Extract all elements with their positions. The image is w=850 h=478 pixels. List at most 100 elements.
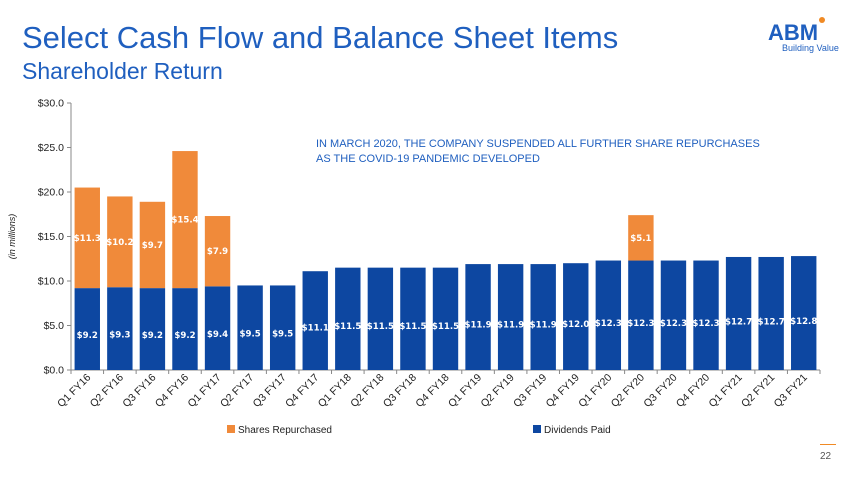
dividends-data-label: $12.7 (758, 317, 785, 327)
dividends-data-label: $12.3 (627, 319, 654, 329)
x-tick-label: Q4 FY17 (283, 372, 321, 410)
repurchase-note: IN MARCH 2020, THE COMPANY SUSPENDED ALL… (316, 137, 760, 167)
dividends-bar (367, 267, 394, 370)
x-tick-label: Q3 FY19 (511, 372, 549, 410)
y-tick-label: $25.0 (38, 142, 64, 154)
repurchases-data-label: $9.7 (142, 241, 163, 251)
repurchase-note-line-2: AS THE COVID-19 PANDEMIC DEVELOPED (316, 153, 540, 165)
dividends-bar (530, 264, 556, 370)
repurchases-bar (204, 216, 231, 287)
x-tick-label: Q2 FY18 (348, 372, 386, 410)
legend-label-dividends: Dividends Paid (544, 425, 611, 436)
dividends-bar (204, 286, 231, 370)
dividends-bar (139, 288, 166, 370)
dividends-bar (595, 260, 622, 370)
dividends-data-label: $9.3 (109, 330, 130, 340)
dividends-data-label: $11.1 (302, 324, 329, 334)
page-subtitle: Shareholder Return (22, 58, 223, 84)
x-tick-label: Q4 FY18 (413, 372, 451, 410)
x-tick-label: Q3 FY17 (251, 372, 289, 410)
y-tick-label: $15.0 (38, 231, 64, 243)
dividends-data-label: $9.2 (142, 331, 163, 341)
dividends-data-label: $11.5 (367, 322, 394, 332)
repurchase-note-line-1: IN MARCH 2020, THE COMPANY SUSPENDED ALL… (316, 138, 760, 150)
x-tick-label: Q1 FY18 (316, 372, 354, 410)
dividends-data-label: $11.9 (530, 320, 557, 330)
dividends-data-label: $9.4 (207, 330, 228, 340)
x-tick-label: Q1 FY17 (185, 372, 223, 410)
repurchases-bar (107, 196, 133, 288)
x-tick-label: Q2 FY17 (218, 372, 256, 410)
dividends-data-label: $12.3 (595, 319, 622, 329)
dividends-data-label: $12.0 (562, 320, 589, 330)
x-tick-label: Q3 FY20 (641, 372, 679, 410)
repurchases-bar (628, 215, 654, 261)
legend-swatch-dividends (533, 425, 541, 433)
dividends-data-label: $9.2 (174, 331, 195, 341)
dividends-data-label: $11.5 (334, 322, 361, 332)
dividends-bar (563, 263, 589, 370)
y-tick-label: $20.0 (38, 187, 64, 199)
dividends-data-label: $12.3 (660, 319, 687, 329)
x-tick-label: Q3 FY18 (381, 372, 419, 410)
dividends-bar (335, 267, 361, 370)
x-tick-label: Q2 FY21 (739, 372, 777, 410)
dividends-data-label: $11.9 (497, 320, 524, 330)
dividends-data-label: $9.2 (77, 331, 98, 341)
dividends-data-label: $11.5 (399, 322, 426, 332)
repurchases-data-label: $7.9 (207, 247, 228, 257)
logo-tagline: Building Value (782, 43, 839, 53)
repurchases-data-label: $11.3 (74, 234, 101, 244)
dividends-bar (107, 287, 133, 370)
dividends-bar (465, 264, 491, 370)
logo-dot-icon (819, 17, 825, 23)
dividends-bar (725, 256, 752, 370)
dividends-bar (628, 260, 654, 370)
legend-label-repurchases: Shares Repurchased (238, 425, 332, 436)
dividends-data-label: $12.7 (725, 317, 752, 327)
dividends-data-label: $12.3 (692, 319, 719, 329)
abm-logo: ABM Building Value (768, 17, 839, 53)
dividends-data-label: $12.8 (790, 317, 817, 327)
dividends-bar (497, 264, 524, 370)
repurchases-data-label: $5.1 (630, 234, 651, 244)
y-tick-label: $10.0 (38, 276, 64, 288)
dividends-data-label: $9.5 (239, 330, 260, 340)
dividends-bar (400, 267, 426, 370)
repurchases-data-label: $10.2 (106, 238, 133, 248)
dividends-bar (791, 256, 817, 370)
dividends-data-label: $11.5 (432, 322, 459, 332)
dividends-bar (74, 288, 100, 370)
logo-wordmark: ABM (768, 20, 818, 45)
dividends-data-label: $11.9 (464, 320, 491, 330)
dividends-bar (660, 260, 687, 370)
dividends-bar (302, 271, 328, 370)
dividends-bar (172, 288, 198, 370)
dividends-bar (269, 285, 296, 370)
x-tick-label: Q4 FY20 (674, 372, 712, 410)
dividends-bar (237, 285, 263, 370)
x-tick-label: Q3 FY21 (772, 372, 810, 410)
x-tick-label: Q2 FY19 (479, 372, 517, 410)
x-tick-label: Q2 FY16 (88, 372, 126, 410)
page-number: 22 (820, 451, 832, 462)
y-tick-label: $0.0 (44, 365, 65, 377)
x-tick-label: Q1 FY20 (576, 372, 614, 410)
x-tick-label: Q4 FY16 (153, 372, 191, 410)
x-tick-label: Q4 FY19 (544, 372, 582, 410)
y-tick-label: $30.0 (38, 98, 64, 110)
repurchases-bar (139, 201, 166, 289)
repurchases-bar (74, 187, 100, 289)
y-axis-label: (in millions) (7, 214, 17, 260)
dividends-data-label: $9.5 (272, 330, 293, 340)
x-tick-label: Q3 FY16 (120, 372, 158, 410)
repurchases-data-label: $15.4 (171, 216, 198, 226)
dividends-bar (432, 267, 459, 370)
x-tick-label: Q1 FY21 (707, 372, 745, 410)
legend-swatch-repurchases (227, 425, 235, 433)
x-tick-label: Q2 FY20 (609, 372, 647, 410)
page-title: Select Cash Flow and Balance Sheet Items (22, 20, 619, 55)
x-tick-label: Q1 FY16 (55, 372, 93, 410)
dividends-bar (758, 256, 784, 370)
